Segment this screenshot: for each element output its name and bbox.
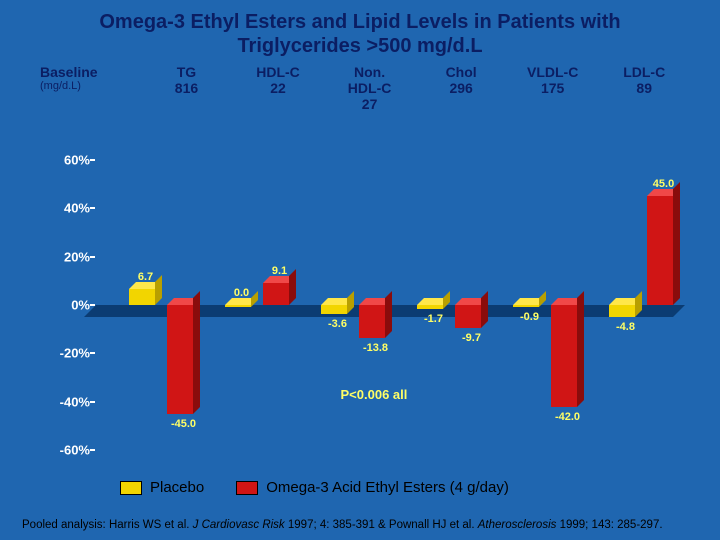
y-tick-label: 20% xyxy=(44,249,90,264)
bar-value-label: -42.0 xyxy=(555,411,580,423)
bar-value-label: -13.8 xyxy=(363,342,388,354)
baseline-sublabel: (mg/d.L) xyxy=(40,80,141,93)
legend: Placebo Omega-3 Acid Ethyl Esters (4 g/da… xyxy=(120,479,533,496)
bar-value-label: -9.7 xyxy=(462,332,481,344)
y-tick xyxy=(90,159,95,161)
bar-value-label: 6.7 xyxy=(138,271,153,283)
bar-placebo-4 xyxy=(513,305,539,307)
legend-swatch-placebo xyxy=(120,481,142,495)
citation-mid: 1997; 4: 385-391 & Pownall HJ et al. xyxy=(285,519,478,531)
slide-root: Omega-3 Ethyl Esters and Lipid Levels in… xyxy=(0,0,720,540)
y-tick-label: 40% xyxy=(44,201,90,216)
bar-value-label: -1.7 xyxy=(424,313,443,325)
bar-value-label: -0.9 xyxy=(520,311,539,323)
citation-journal-2: Atherosclerosis xyxy=(478,519,557,531)
bar-drug-0 xyxy=(167,305,193,414)
plot-area: 6.7 -45.0 0.0 9.1 -3.6 -13.8 -1.7 -9.7 -0.9 -42.0… xyxy=(96,160,685,450)
bar-placebo-2 xyxy=(321,305,347,314)
p-value-text: P<0.006 all xyxy=(341,387,408,402)
bar-drug-3 xyxy=(455,305,481,328)
baseline-col-3: Chol296 xyxy=(415,64,507,112)
y-tick-label: -60% xyxy=(44,443,90,458)
bar-placebo-1 xyxy=(225,305,251,307)
y-tick xyxy=(90,256,95,258)
y-tick xyxy=(90,401,95,403)
citation-suffix: 1999; 143: 285-297. xyxy=(556,519,662,531)
legend-label-drug: Omega-3 Acid Ethyl Esters (4 g/day) xyxy=(266,479,509,496)
y-tick-label: -40% xyxy=(44,394,90,409)
bar-placebo-3 xyxy=(417,305,443,309)
legend-swatch-drug xyxy=(236,481,258,495)
bar-drug-4 xyxy=(551,305,577,407)
bar-value-label: -4.8 xyxy=(616,321,635,333)
baseline-col-5: LDL-C89 xyxy=(598,64,690,112)
chart-area: 6.7 -45.0 0.0 9.1 -3.6 -13.8 -1.7 -9.7 -0.9 -42.0… xyxy=(50,160,685,450)
baseline-col-4: VLDL-C175 xyxy=(507,64,599,112)
bar-value-label: -3.6 xyxy=(328,318,347,330)
bar-value-label: 9.1 xyxy=(272,265,287,277)
baseline-col-1: HDL-C22 xyxy=(232,64,324,112)
bar-value-label: 0.0 xyxy=(234,287,249,299)
baseline-label-col: Baseline (mg/d.L) xyxy=(40,64,141,112)
bar-placebo-0 xyxy=(129,289,155,305)
bar-value-label: 45.0 xyxy=(653,178,674,190)
y-tick xyxy=(90,352,95,354)
baseline-header-row: Baseline (mg/d.L) TG816HDL-C22Non.HDL-C2… xyxy=(0,62,720,114)
y-tick xyxy=(90,304,95,306)
bar-drug-2 xyxy=(359,305,385,338)
legend-label-placebo: Placebo xyxy=(150,479,204,496)
citation-journal-1: J Cardiovasc Risk xyxy=(193,519,285,531)
y-tick-label: 60% xyxy=(44,153,90,168)
bar-drug-1 xyxy=(263,283,289,305)
citation: Pooled analysis: Harris WS et al. J Card… xyxy=(22,518,698,532)
y-tick xyxy=(90,207,95,209)
baseline-col-2: Non.HDL-C27 xyxy=(324,64,416,112)
bar-value-label: -45.0 xyxy=(171,418,196,430)
citation-prefix: Pooled analysis: Harris WS et al. xyxy=(22,519,193,531)
slide-title: Omega-3 Ethyl Esters and Lipid Levels in… xyxy=(0,0,720,62)
baseline-label: Baseline xyxy=(40,64,98,80)
bar-placebo-5 xyxy=(609,305,635,317)
baseline-col-0: TG816 xyxy=(141,64,233,112)
y-tick-label: -20% xyxy=(44,346,90,361)
y-tick-label: 0% xyxy=(44,298,90,313)
y-tick xyxy=(90,449,95,451)
bar-drug-5 xyxy=(647,196,673,305)
